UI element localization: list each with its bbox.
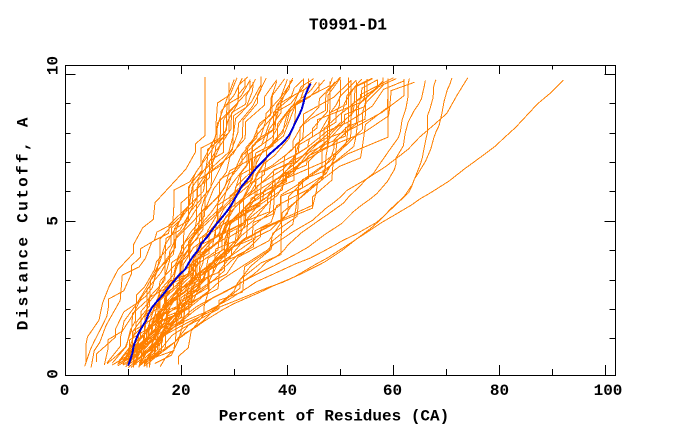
- svg-text:Distance Cutoff, A: Distance Cutoff, A: [15, 115, 33, 330]
- svg-text:0: 0: [60, 382, 70, 400]
- svg-text:0: 0: [45, 369, 63, 379]
- svg-text:20: 20: [171, 382, 190, 400]
- svg-text:5: 5: [45, 216, 63, 226]
- svg-text:10: 10: [45, 56, 63, 75]
- svg-text:80: 80: [490, 382, 509, 400]
- svg-text:60: 60: [383, 382, 402, 400]
- svg-text:100: 100: [594, 382, 623, 400]
- svg-text:Percent of Residues (CA): Percent of Residues (CA): [219, 408, 449, 426]
- svg-text:40: 40: [278, 382, 297, 400]
- svg-text:T0991-D1: T0991-D1: [309, 16, 387, 35]
